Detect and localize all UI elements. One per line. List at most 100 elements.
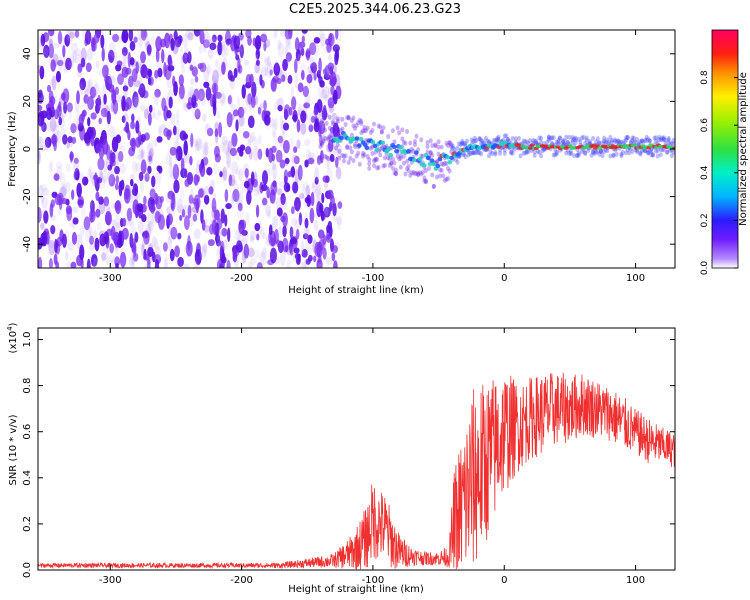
spectrogram-noise-cell bbox=[291, 96, 297, 110]
spectrogram-signal-halo bbox=[370, 151, 375, 157]
spectrogram-noise-cell bbox=[317, 83, 324, 100]
spectrogram-signal-halo bbox=[572, 153, 577, 159]
spectrogram-signal-cell bbox=[374, 147, 380, 153]
spectrogram-noise-cell bbox=[64, 34, 71, 47]
spectrogram-noise-cell bbox=[93, 82, 99, 97]
spectrogram-noise-cell bbox=[318, 134, 326, 145]
spectrogram-signal-halo bbox=[654, 138, 659, 144]
spectrogram-signal-halo bbox=[636, 141, 641, 147]
spectrogram-noise-cell bbox=[167, 236, 173, 252]
spectrogram-noise-cell bbox=[300, 121, 307, 135]
spectrogram-noise-cell bbox=[121, 95, 126, 112]
spectrogram-signal-cell bbox=[398, 144, 403, 150]
snr-x-label: Height of straight line (km) bbox=[288, 584, 424, 595]
spectrogram-noise-cell bbox=[282, 58, 288, 72]
spectrogram-signal-halo bbox=[472, 135, 477, 141]
spectrogram-noise-cell bbox=[106, 75, 113, 84]
spectrogram-signal-halo bbox=[534, 138, 539, 144]
spectrogram-noise-cell bbox=[219, 262, 224, 268]
spectrogram-noise-cell bbox=[50, 134, 58, 145]
spectrogram-signal-halo bbox=[376, 123, 381, 129]
spectrogram-noise-cell bbox=[244, 59, 250, 66]
spectrogram-noise-cell bbox=[154, 210, 162, 224]
spectrogram-noise-cell bbox=[86, 168, 92, 182]
spectrogram-noise-cell bbox=[266, 186, 270, 199]
spectrogram-noise-cell bbox=[153, 90, 160, 106]
spectrogram-signal-halo bbox=[654, 148, 659, 154]
spectrogram-signal-halo bbox=[468, 151, 473, 157]
spectrogram-signal-halo bbox=[447, 168, 452, 174]
spectrogram-signal-cell bbox=[427, 161, 433, 167]
spectrogram-signal-halo bbox=[335, 116, 340, 122]
spectrogram-noise-cell bbox=[205, 86, 212, 101]
spectrogram-noise-cell bbox=[287, 170, 292, 178]
spectrogram-noise-cell bbox=[331, 197, 338, 205]
spectrogram-noise-cell bbox=[250, 95, 256, 109]
spectrogram-noise-cell bbox=[153, 138, 158, 148]
spectrogram-noise-cell bbox=[235, 119, 239, 132]
spectrogram-noise-cell bbox=[102, 64, 109, 79]
spectrogram-noise-cell bbox=[163, 256, 168, 268]
spectrogram-noise-cell bbox=[79, 77, 86, 91]
spectrogram-noise-cell bbox=[170, 37, 175, 51]
snr-series-line bbox=[38, 372, 675, 570]
spectrogram-signal-halo bbox=[447, 140, 452, 146]
spectrogram-signal-halo bbox=[598, 149, 603, 155]
spectrogram-signal-halo bbox=[505, 137, 510, 143]
spectrogram-noise-cell bbox=[287, 30, 293, 40]
spectrogram-noise-cell bbox=[186, 102, 193, 110]
spectrogram-noise-cell bbox=[146, 211, 154, 226]
spectrogram-signal-halo bbox=[400, 127, 405, 133]
spectrogram-noise-cell bbox=[178, 74, 184, 87]
spectrogram-noise-cell bbox=[211, 69, 219, 86]
spectrogram-signal-halo bbox=[335, 118, 340, 124]
spectrogram-signal-halo bbox=[477, 136, 482, 142]
spectrogram-noise-cell bbox=[314, 176, 319, 185]
spectrogram-signal-halo bbox=[570, 137, 575, 143]
spectrogram-noise-cell bbox=[109, 149, 114, 166]
spectrogram-signal-halo bbox=[661, 135, 666, 141]
spectrogram-noise-cell bbox=[90, 254, 98, 267]
spectrogram-noise-cell bbox=[39, 144, 47, 152]
spectrogram-noise-cell bbox=[257, 188, 262, 196]
spectrogram-signal-halo bbox=[346, 115, 351, 121]
spectrogram-noise-cell bbox=[38, 136, 44, 151]
spectrogram-noise-cell bbox=[334, 50, 339, 66]
spectrogram-noise-cell bbox=[215, 59, 219, 68]
spectrogram-noise-cell bbox=[230, 194, 235, 210]
spectrogram-signal-halo bbox=[643, 148, 648, 154]
spectrogram-noise-cell bbox=[40, 183, 47, 192]
spectrogram-signal-halo bbox=[646, 136, 651, 142]
spectrogram-signal-halo bbox=[397, 130, 402, 136]
spectrogram-noise-cell bbox=[206, 127, 214, 137]
spectrogram-signal-halo bbox=[480, 138, 485, 144]
spectrogram-noise-cell bbox=[254, 35, 262, 51]
spectrogram-signal-halo bbox=[330, 157, 335, 163]
spectrogram-signal-halo bbox=[416, 171, 421, 177]
spectrogram-noise-cell bbox=[297, 164, 303, 181]
spectrogram-noise-cell bbox=[111, 219, 116, 226]
spectrogram-signal-halo bbox=[446, 142, 451, 148]
spectrogram-signal-halo bbox=[635, 149, 640, 155]
spectrogram-noise-cell bbox=[250, 171, 255, 186]
spectrogram-signal-cell bbox=[358, 136, 364, 142]
spectrogram-noise-cell bbox=[289, 242, 294, 256]
spectrogram-signal-halo bbox=[436, 139, 441, 145]
spectrogram-noise-cell bbox=[177, 204, 184, 214]
spectrogram-noise-cell bbox=[159, 195, 164, 203]
spectrogram-noise-cell bbox=[121, 46, 128, 57]
spectrogram-noise-cell bbox=[60, 92, 66, 101]
spectrogram-noise-cell bbox=[179, 45, 184, 53]
spectrogram-signal-halo bbox=[567, 150, 572, 156]
spectrogram-noise-cell bbox=[249, 235, 255, 243]
spectrogram-noise-cell bbox=[205, 122, 211, 131]
spectrogram-noise-cell bbox=[43, 44, 50, 58]
spectrogram-signal-halo bbox=[669, 153, 674, 159]
spectrogram-signal-cell bbox=[388, 152, 394, 158]
spectrogram-noise-cell bbox=[143, 35, 150, 46]
spectrogram-signal-halo bbox=[423, 168, 428, 174]
spectrogram-signal-halo bbox=[430, 172, 435, 178]
spectrogram-signal-halo bbox=[576, 150, 581, 156]
